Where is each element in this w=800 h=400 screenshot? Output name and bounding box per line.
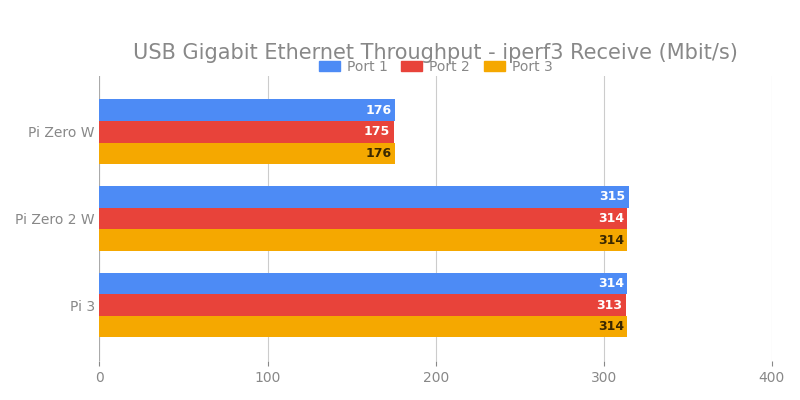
- Text: 176: 176: [366, 147, 392, 160]
- Bar: [99, 208, 627, 229]
- Bar: [99, 100, 395, 121]
- Title: USB Gigabit Ethernet Throughput - iperf3 Receive (Mbit/s): USB Gigabit Ethernet Throughput - iperf3…: [134, 43, 738, 63]
- Bar: [99, 229, 627, 251]
- Text: 314: 314: [598, 320, 624, 333]
- Text: 315: 315: [599, 190, 626, 203]
- Text: 175: 175: [364, 126, 390, 138]
- Bar: [99, 121, 394, 143]
- Text: 176: 176: [366, 104, 392, 117]
- Legend: Port 1, Port 2, Port 3: Port 1, Port 2, Port 3: [314, 54, 558, 79]
- Bar: [99, 143, 395, 164]
- Text: 314: 314: [598, 212, 624, 225]
- Bar: [99, 316, 627, 338]
- Bar: [99, 186, 629, 208]
- Text: 314: 314: [598, 277, 624, 290]
- Bar: [99, 294, 626, 316]
- Bar: [99, 272, 627, 294]
- Text: 314: 314: [598, 234, 624, 247]
- Text: 313: 313: [596, 298, 622, 312]
